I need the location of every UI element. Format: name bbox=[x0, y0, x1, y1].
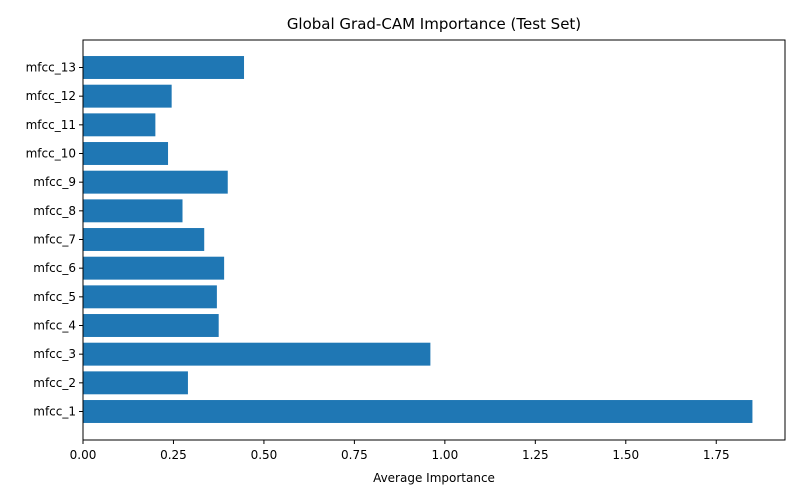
bar-mfcc_2 bbox=[83, 371, 188, 395]
y-tick-label: mfcc_11 bbox=[26, 118, 76, 132]
y-tick-label: mfcc_7 bbox=[33, 233, 76, 247]
y-tick-label: mfcc_6 bbox=[33, 261, 76, 275]
x-axis-label: Average Importance bbox=[373, 471, 495, 485]
y-tick-label: mfcc_1 bbox=[33, 405, 76, 419]
x-ticks-group: 0.00 0.25 0.50 0.75 1.00 1.25 1.50 1.75 bbox=[70, 440, 730, 462]
x-tick-label: 1.25 bbox=[522, 448, 549, 462]
y-tick-label: mfcc_13 bbox=[26, 61, 76, 75]
y-tick-label: mfcc_10 bbox=[26, 147, 76, 161]
y-tick-label: mfcc_4 bbox=[33, 319, 76, 333]
y-tick-label: mfcc_2 bbox=[33, 376, 76, 390]
bar-mfcc_11 bbox=[83, 113, 156, 137]
x-tick-label: 1.50 bbox=[612, 448, 639, 462]
bar-mfcc_12 bbox=[83, 84, 172, 108]
x-tick-label: 0.75 bbox=[341, 448, 368, 462]
x-tick-label: 1.75 bbox=[703, 448, 730, 462]
y-tick-label: mfcc_3 bbox=[33, 347, 76, 361]
x-tick-label: 0.25 bbox=[160, 448, 187, 462]
bar-mfcc_9 bbox=[83, 170, 228, 194]
bar-mfcc_13 bbox=[83, 56, 245, 79]
bar-mfcc_4 bbox=[83, 314, 219, 337]
bars-group bbox=[83, 56, 753, 423]
bar-mfcc_10 bbox=[83, 142, 169, 165]
x-tick-label: 0.00 bbox=[70, 448, 97, 462]
bar-mfcc_5 bbox=[83, 285, 217, 309]
chart-title: Global Grad-CAM Importance (Test Set) bbox=[287, 15, 581, 33]
y-tick-label: mfcc_5 bbox=[33, 290, 76, 304]
x-tick-label: 0.50 bbox=[251, 448, 278, 462]
y-tick-label: mfcc_12 bbox=[26, 89, 76, 103]
bar-mfcc_1 bbox=[83, 400, 753, 423]
bar-mfcc_6 bbox=[83, 256, 225, 280]
bar-mfcc_8 bbox=[83, 199, 183, 223]
y-tick-label: mfcc_9 bbox=[33, 175, 76, 189]
bar-mfcc_7 bbox=[83, 228, 205, 251]
y-ticks-group: mfcc_1 mfcc_2 mfcc_3 mfcc_4 mfcc_5 mfcc_6 mfcc… bbox=[26, 61, 83, 419]
bar-mfcc_3 bbox=[83, 342, 431, 366]
y-tick-label: mfcc_8 bbox=[33, 204, 76, 218]
x-tick-label: 1.00 bbox=[431, 448, 458, 462]
